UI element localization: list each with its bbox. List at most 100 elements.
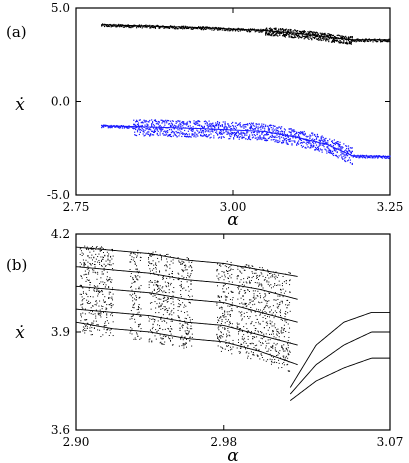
panel-a-series-2-point	[319, 140, 321, 142]
panel-a-series-2-point	[263, 136, 265, 138]
panel-a-series-2-point	[193, 120, 195, 122]
panel-a-series-1-point	[384, 40, 386, 42]
panel-a-series-2-point	[230, 132, 232, 134]
panel-b-band-6-point	[250, 333, 252, 335]
panel-a-series-1-point	[176, 27, 178, 30]
panel-a-series-2-point	[384, 157, 386, 159]
panel-a-series-2-point	[224, 122, 226, 125]
panel-a-series-2-point	[249, 127, 252, 129]
panel-b-band-3-point	[148, 331, 150, 333]
panel-b-band-1-point	[101, 260, 103, 262]
panel-a-series-2-point	[283, 132, 286, 134]
panel-a-series-2-point	[265, 134, 267, 136]
panel-b-band-6-point	[280, 289, 282, 291]
panel-b-band-6-point	[245, 266, 247, 268]
panel-b-band-3-point	[173, 304, 175, 306]
panel-b-band-5-point	[228, 311, 230, 313]
panel-a-series-1-point	[298, 31, 301, 33]
panel-a-series-2-point	[191, 130, 193, 132]
panel-a-series-2-point	[134, 131, 136, 133]
panel-a-series-1-point	[193, 27, 195, 29]
panel-b-band-1-point	[84, 327, 86, 329]
panel-b-band-6-point	[267, 359, 269, 361]
panel-b-band-6-point	[289, 279, 291, 281]
panel-a-series-2-point	[146, 120, 148, 123]
panel-a-series-1-point	[284, 34, 287, 36]
panel-a-series-1-point	[312, 32, 314, 35]
panel-b-band-3-point	[149, 338, 151, 340]
panel-a-series-2-point	[265, 139, 267, 142]
panel-b-band-5-point	[230, 277, 232, 279]
panel-b-band-3-point	[171, 309, 173, 311]
panel-b-band-5-point	[230, 290, 232, 292]
panel-a-series-2-point	[316, 133, 319, 136]
panel-b-band-6-point	[251, 271, 253, 273]
panel-a-series-2-point	[146, 125, 148, 127]
panel-b-band-1-point	[82, 303, 84, 305]
panel-b-band-5-point	[217, 277, 219, 279]
panel-b-band-1-point	[83, 266, 85, 268]
panel-a-series-2-point	[181, 121, 183, 124]
panel-a-series-2-point	[285, 137, 287, 140]
panel-a-series-2-point	[360, 154, 362, 156]
panel-a-series-1-point	[353, 40, 355, 43]
panel-b-band-6-point	[238, 286, 240, 288]
panel-a-series-2-point	[265, 139, 268, 141]
panel-a-series-2-point	[252, 131, 254, 134]
panel-b-band-6-point	[283, 328, 285, 330]
panel-b-band-4-point	[186, 281, 188, 283]
panel-a-series-2-point	[276, 127, 278, 129]
panel-b-band-4-point	[187, 272, 189, 274]
panel-a-series-1-point	[292, 30, 294, 32]
panel-b-band-1-point	[79, 293, 81, 295]
panel-a-series-1-point	[198, 26, 200, 28]
panel-b-band-3-point	[157, 274, 159, 276]
panel-b-band-1-point	[80, 304, 82, 306]
panel-a-series-2-point	[227, 123, 229, 125]
panel-a-series-2-point	[289, 128, 291, 130]
panel-a-series-2-point	[295, 137, 297, 139]
panel-a-series-2-point	[119, 127, 122, 129]
panel-b-band-6-point	[269, 339, 271, 341]
panel-a-series-1-point	[204, 26, 206, 28]
panel-b-band-4-point	[190, 280, 192, 282]
panel-b-band-3-point	[160, 257, 162, 259]
panel-b-branch-1	[75, 246, 298, 277]
panel-a-series-2-point	[299, 139, 302, 141]
panel-a-series-1-point	[136, 25, 139, 27]
panel-a-series-2-point	[228, 138, 230, 140]
panel-b-band-6-point	[262, 275, 264, 277]
panel-b-band-2-point	[140, 328, 142, 330]
panel-b-band-1-point	[94, 271, 96, 273]
panel-b-band-2-point	[130, 252, 132, 254]
panel-b-band-2-point	[135, 276, 137, 278]
panel-b-band-3-point	[157, 320, 159, 322]
panel-b-band-3-point	[171, 337, 173, 339]
panel-b-band-5-point	[218, 329, 220, 331]
panel-b-band-4-point	[191, 336, 193, 338]
panel-a-series-2-point	[198, 132, 200, 134]
panel-b-band-2-point	[137, 335, 139, 337]
panel-b-band-1-point	[98, 290, 100, 292]
panel-b-band-3-point	[156, 331, 158, 333]
panel-b-band-5-point	[228, 324, 230, 326]
panel-b-band-1-point	[112, 250, 114, 252]
panel-a-series-1-point	[249, 30, 251, 32]
panel-b-band-1-point	[100, 312, 102, 314]
panel-a-series-2-point	[209, 137, 211, 139]
panel-a-series-1-point	[284, 30, 287, 32]
panel-b-band-6-point	[239, 290, 241, 292]
panel-b-band-6-point	[263, 359, 265, 361]
panel-b-band-5-point	[231, 326, 233, 328]
panel-a-series-2-point	[170, 129, 173, 131]
panel-a-series-1-point	[145, 25, 147, 28]
panel-b-band-2-point	[139, 315, 141, 317]
panel-a-series-1-point	[341, 36, 343, 39]
panel-b-band-3-point	[153, 268, 155, 270]
panel-a-series-2-point	[170, 125, 173, 127]
panel-a-series-1-point	[122, 26, 124, 28]
panel-a-series-1-point	[171, 27, 173, 29]
panel-b-band-5-point	[218, 295, 220, 297]
panel-b-band-2-point	[134, 318, 136, 320]
panel-b-band-3-point	[154, 335, 156, 337]
